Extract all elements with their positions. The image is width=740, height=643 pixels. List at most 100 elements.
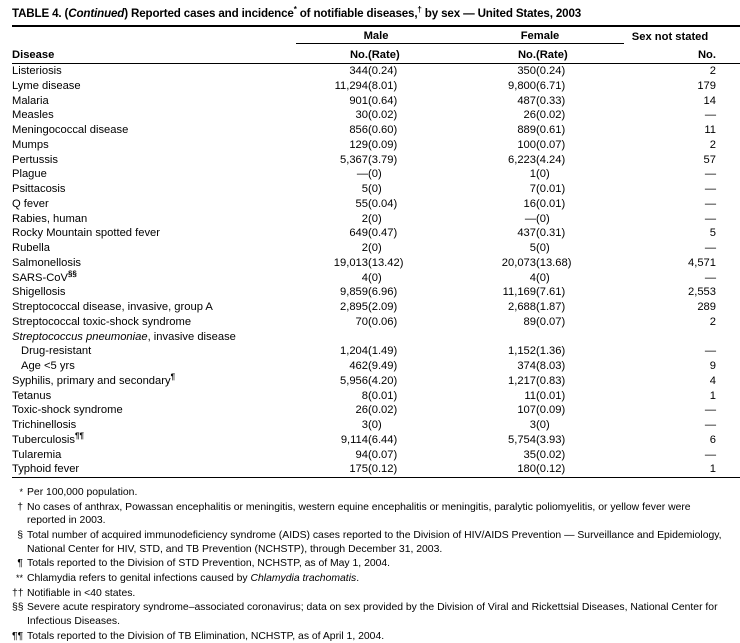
- cell-male-no: [296, 330, 368, 345]
- cell-male-rate: (9.49): [368, 360, 398, 372]
- table-row: Toxic-shock syndrome 26(0.02) 107(0.09) —13…: [12, 403, 740, 418]
- cell-female-rate: (0.61): [536, 124, 566, 136]
- disease-label: Listeriosis: [12, 65, 62, 77]
- cell-male-no: —: [356, 168, 368, 181]
- cell-total: 56: [716, 108, 740, 123]
- cell-sex-not-stated-no: —: [704, 212, 716, 225]
- cell-total: 11,647: [716, 153, 740, 168]
- disease-label: SARS-CoV: [12, 271, 68, 284]
- group-header-blank-total: [716, 26, 740, 44]
- cell-sex-not-stated-no: 6: [709, 433, 716, 446]
- cell-female-no: 26: [523, 109, 536, 122]
- disease-name: Toxic-shock syndrome: [12, 403, 296, 418]
- cell-male-rate: (0.12): [368, 462, 456, 479]
- footnote-text: Totals reported to the Division of TB El…: [27, 630, 385, 642]
- table-row: Meningococcal disease 856 (0.60) 889 (0.61) 1…: [12, 123, 740, 138]
- cell-total: 21,273: [716, 79, 740, 94]
- cell-male-rate: [368, 330, 456, 345]
- cell-female-rate: (4.24): [536, 153, 566, 166]
- cell-male-rate: (13.42): [368, 256, 404, 269]
- title-suffix: by sex — United States, 2003: [421, 7, 582, 20]
- disease-label: Streptococcal toxic-shock syndrome: [12, 315, 192, 328]
- footnote-italic-term: Chlamydia trachomatis: [250, 572, 357, 584]
- table-row: Streptococcal toxic-shock syndrome 70 (0.0…: [12, 315, 740, 330]
- footnote-text: Notifiable in <40 states.: [27, 587, 136, 599]
- cell-female-no: 1: [529, 168, 536, 181]
- column-header-row: Disease No. (Rate) No. (Rate) No. Total: [12, 43, 740, 64]
- table-row: SARS-CoV§§4(0)4(0)—8: [12, 269, 740, 286]
- disease-label: Pertussis: [12, 153, 59, 166]
- cell-male-no: 462: [349, 360, 368, 372]
- cell-male-no: 5,956: [340, 374, 368, 387]
- cell-sex-not-stated-no: 2: [709, 65, 716, 77]
- cell-female-rate: (3.93): [536, 433, 566, 446]
- table-row: Syphilis, primary and secondary¶ 5,956 (4.…: [12, 373, 740, 389]
- cell-female-rate: (0.01): [536, 197, 566, 210]
- cell-male-no: 4: [361, 271, 368, 284]
- disease-name: Streptococcal toxic-shock syndrome: [12, 315, 296, 330]
- cell-total: 161: [716, 315, 740, 330]
- cell-female-rate: (0.12): [536, 462, 624, 479]
- column-header-male-no: No.: [296, 43, 368, 64]
- cell-male-no: 8: [361, 389, 368, 402]
- cell-female-rate: (0.09): [536, 404, 566, 417]
- disease-name: Rabies, human: [12, 212, 296, 227]
- cell-total: 129: [716, 448, 740, 463]
- cell-male-no: 30: [355, 109, 368, 122]
- cell-total: 1: [716, 167, 740, 182]
- cell-female-no: [456, 330, 536, 345]
- disease-label: Mumps: [12, 138, 49, 151]
- cell-sex-not-stated-no: 9: [709, 360, 716, 372]
- disease-name: Mumps: [12, 138, 296, 153]
- disease-name: Trichinellosis: [12, 418, 296, 433]
- table-row: Lyme disease 11,294(8.01) 9,800(6.71) 17921…: [12, 79, 740, 94]
- cell-sex-not-stated-no: 14: [703, 94, 716, 107]
- table-row: Plague—(0)1(0)—1: [12, 167, 740, 182]
- disease-name: Meningococcal disease: [12, 123, 296, 138]
- cell-total: 1,091: [716, 226, 740, 241]
- cell-sex-not-stated-no: —: [704, 197, 716, 210]
- cell-female-no: 5,754: [508, 433, 536, 446]
- title-middle: ) Reported cases and incidence: [124, 7, 294, 20]
- cell-female-rate: (7.61): [536, 286, 566, 299]
- title-footnote-mark-dagger: †: [417, 5, 422, 15]
- title-footnote-mark-asterisk: *: [293, 5, 297, 15]
- footnote-text: Chlamydia refers to genital infections c…: [27, 572, 360, 584]
- cell-male-rate: (0.06): [368, 315, 398, 328]
- cell-female-no: 6,223: [508, 153, 536, 166]
- cell-female-rate: (1.87): [536, 301, 566, 313]
- footnote-marker: **: [15, 572, 23, 583]
- footnote-marker: †: [17, 501, 23, 513]
- cell-male-no: 1,204: [340, 345, 368, 358]
- cell-male-rate: (0.09): [368, 138, 398, 151]
- cell-male-no: 70: [355, 315, 368, 328]
- cell-female-no: 1,152: [508, 345, 536, 358]
- disease-label: Salmonellosis: [12, 256, 82, 269]
- table-page: TABLE 4. (Continued) Reported cases and …: [12, 5, 740, 642]
- cell-male-rate: (6.96): [368, 286, 398, 299]
- cell-total: 7,177: [716, 374, 740, 389]
- title-middle2: of notifiable diseases,: [296, 7, 418, 20]
- cell-sex-not-stated-no: 2: [709, 138, 716, 151]
- cell-female-no: 9,800: [508, 79, 536, 92]
- cell-sex-not-stated-no: —: [704, 448, 716, 461]
- cell-sex-not-stated-no: 4,571: [688, 256, 716, 269]
- footnote-marker: ¶: [17, 558, 23, 570]
- column-header-disease: Disease: [12, 43, 296, 64]
- disease-label: Measles: [12, 109, 54, 122]
- cell-female-rate: (13.68): [536, 256, 572, 269]
- cell-total: 12: [716, 182, 740, 197]
- title-continued: Continued: [68, 7, 125, 20]
- cell-female-rate: (0.24): [536, 65, 566, 77]
- disease-label: Tularemia: [12, 448, 62, 461]
- table-row: Streptococcus pneumoniae, invasive disea…: [12, 330, 740, 345]
- cell-male-no: 11,294: [334, 79, 368, 92]
- cell-male-no: 5,367: [340, 153, 368, 166]
- cell-male-rate: (1.49): [368, 345, 398, 358]
- cell-total: 7: [716, 241, 740, 256]
- cell-female-no: 487: [517, 94, 536, 107]
- cell-sex-not-stated-no: 57: [703, 153, 716, 166]
